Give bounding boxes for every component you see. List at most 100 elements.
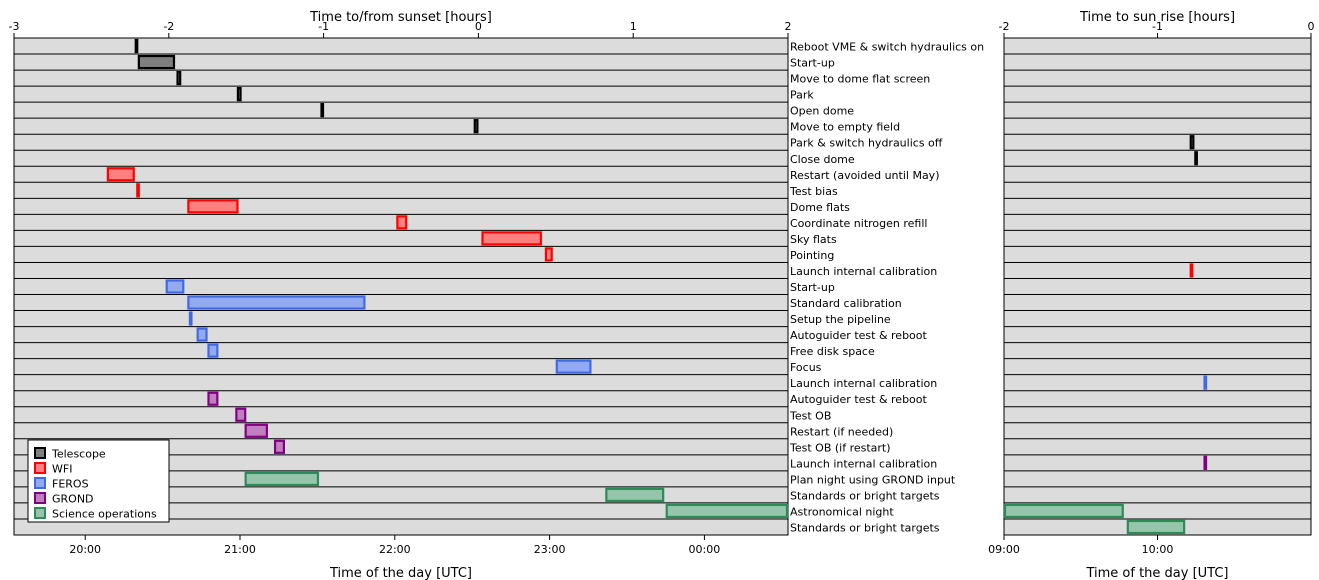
task-label: Park	[790, 89, 814, 102]
task-label: Autoguider test & reboot	[790, 329, 928, 342]
task-label: Start-up	[790, 281, 835, 294]
evening-bottom-axis-title: Time of the day [UTC]	[329, 566, 472, 580]
evening-top-tick-label: -2	[163, 20, 174, 33]
evening-bar-wfi	[187, 199, 239, 214]
evening-bar-science	[605, 487, 665, 503]
legend-swatch-feros	[34, 477, 46, 489]
legend-swatch-science	[34, 507, 46, 519]
evening-bar-telescope	[473, 119, 479, 134]
task-label: Test OB	[789, 409, 831, 422]
evening-bottom-tick-label: 20:00	[69, 543, 101, 556]
morning-bar-grond	[1203, 455, 1208, 470]
legend-swatch-wfi	[34, 462, 46, 474]
legend-swatch-grond	[34, 492, 46, 504]
evening-top-tick-label: 2	[785, 20, 792, 33]
evening-bar-telescope	[236, 86, 242, 102]
task-label: Standards or bright targets	[790, 489, 940, 502]
evening-bar-grond	[207, 391, 219, 406]
evening-bar-feros	[188, 311, 193, 326]
morning-bar-telescope	[1194, 151, 1198, 166]
task-label: Test OB (if restart)	[789, 441, 891, 454]
morning-bar-telescope	[1189, 135, 1195, 150]
evening-bar-wfi	[396, 215, 408, 230]
evening-bar-telescope	[320, 103, 325, 118]
task-label: Move to empty field	[790, 121, 900, 134]
legend-label-science: Science operations	[52, 508, 157, 521]
morning-panel: -2 -1 0 09:00 10:00 Time to sun rise [hours] T…	[988, 10, 1314, 580]
legend-label-telescope: Telescope	[51, 448, 106, 461]
evening-bar-wfi	[544, 247, 553, 262]
evening-bar-feros	[165, 279, 185, 294]
task-label: Launch internal calibration	[790, 377, 937, 390]
evening-bar-science	[244, 471, 320, 487]
evening-bar-telescope	[176, 70, 182, 86]
task-label: Start-up	[790, 57, 835, 70]
task-label: Setup the pipeline	[790, 313, 891, 326]
task-labels: Reboot VME & switch hydraulics on Start-u…	[789, 41, 984, 535]
legend-box	[27, 439, 170, 523]
evening-bar-feros	[187, 295, 366, 310]
task-label: Pointing	[790, 249, 834, 262]
task-label: Astronomical night	[790, 505, 894, 518]
evening-bar-wfi	[481, 231, 542, 246]
morning-bar-science	[1003, 503, 1124, 519]
morning-top-tick-label: 0	[1308, 20, 1315, 33]
evening-bar-telescope	[134, 38, 139, 54]
evening-frame	[13, 37, 789, 536]
task-label: Restart (avoided until May)	[790, 169, 940, 182]
task-label: Coordinate nitrogen refill	[790, 217, 927, 230]
morning-bottom-tick-label: 09:00	[988, 543, 1020, 556]
evening-bottom-tick-label: 22:00	[379, 543, 411, 556]
task-label: Sky flats	[790, 233, 837, 246]
morning-bottom-axis-title: Time of the day [UTC]	[1085, 566, 1228, 580]
evening-bar-feros	[207, 343, 219, 358]
task-label: Restart (if needed)	[790, 425, 893, 438]
task-label: Standards or bright targets	[790, 522, 940, 535]
evening-bar-grond	[235, 407, 247, 422]
task-label: Park & switch hydraulics off	[790, 137, 943, 150]
task-label: Open dome	[790, 105, 854, 118]
task-label: Launch internal calibration	[790, 457, 937, 470]
task-label: Free disk space	[790, 345, 875, 358]
legend: Telescope WFI FEROS GROND Science operations	[27, 439, 170, 523]
morning-bottom-tick-label: 10:00	[1142, 543, 1174, 556]
evening-top-tick-label: 0	[475, 20, 482, 33]
task-label: Autoguider test & reboot	[790, 393, 928, 406]
task-label: Move to dome flat screen	[790, 73, 930, 86]
morning-bar-feros	[1203, 375, 1208, 390]
evening-bar-wfi	[136, 183, 140, 198]
evening-bar-science	[665, 503, 789, 519]
evening-bar-wfi	[106, 167, 135, 182]
morning-top-tick-label: -1	[1152, 20, 1163, 33]
evening-bottom-tick-label: 00:00	[689, 543, 721, 556]
evening-bar-feros	[555, 359, 592, 374]
task-label: Standard calibration	[790, 297, 902, 310]
morning-plot-background	[1004, 38, 1311, 535]
evening-top-axis-title: Time to/from sunset [hours]	[309, 10, 492, 25]
task-label: Test bias	[789, 185, 838, 198]
evening-top-tick-label: 1	[630, 20, 637, 33]
morning-bar-wfi	[1189, 263, 1194, 278]
evening-bottom-tick-label: 21:00	[224, 543, 256, 556]
evening-bottom-tick-label: 23:00	[534, 543, 566, 556]
evening-top-tick-label: -1	[318, 20, 329, 33]
evening-bar-feros	[196, 327, 208, 342]
legend-label-feros: FEROS	[52, 478, 89, 491]
morning-bar-science	[1126, 519, 1186, 535]
legend-swatch-telescope	[34, 447, 46, 459]
task-label: Plan night using GROND input	[790, 473, 956, 486]
task-label: Focus	[790, 361, 822, 374]
legend-label-wfi: WFI	[52, 463, 72, 476]
morning-top-axis-title: Time to sun rise [hours]	[1079, 10, 1235, 25]
evening-bar-telescope	[137, 54, 176, 70]
task-label: Dome flats	[790, 201, 850, 214]
morning-top-tick-label: -2	[999, 20, 1010, 33]
task-label: Close dome	[790, 153, 855, 166]
evening-bar-grond	[244, 423, 268, 438]
evening-top-tick-label: -3	[9, 20, 20, 33]
task-label: Reboot VME & switch hydraulics on	[790, 41, 984, 54]
legend-label-grond: GROND	[52, 493, 94, 506]
evening-bar-grond	[273, 439, 285, 454]
task-label: Launch internal calibration	[790, 265, 937, 278]
